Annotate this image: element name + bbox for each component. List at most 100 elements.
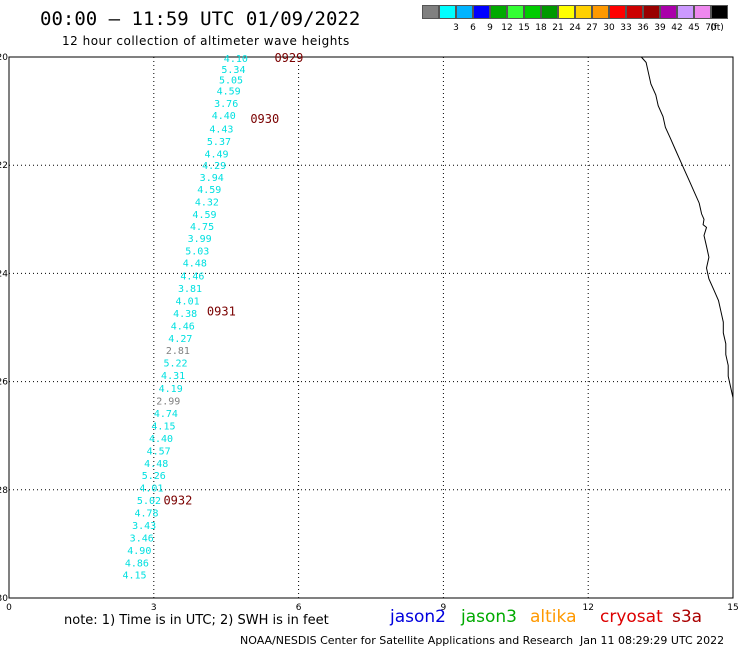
scale-swatch xyxy=(643,5,660,19)
scale-swatch xyxy=(677,5,694,19)
scale-tick-label: 45 xyxy=(688,23,700,33)
pass-time-label: 0930 xyxy=(250,112,279,126)
wave-height-reading: 3.76 xyxy=(214,99,238,110)
wave-height-reading: 4.59 xyxy=(217,87,241,98)
wave-height-reading: 5.26 xyxy=(142,471,166,482)
wave-height-reading: 4.31 xyxy=(161,371,185,382)
wave-height-reading: 4.59 xyxy=(192,210,216,221)
scale-tick-label: 6 xyxy=(470,23,476,33)
wave-height-reading: 4.15 xyxy=(151,421,175,432)
latitude-tick-label: -28 xyxy=(0,486,8,496)
scale-swatch xyxy=(660,5,677,19)
wave-height-reading: 4.59 xyxy=(197,185,221,196)
wave-height-reading: 3.99 xyxy=(188,234,212,245)
scale-tick-label: 33 xyxy=(620,23,632,33)
wave-height-reading: 3.94 xyxy=(200,173,224,184)
satellite-name-jason2: jason2 xyxy=(390,607,446,627)
wave-height-reading: 4.01 xyxy=(176,296,200,307)
map-title: 00:00 – 11:59 UTC 01/09/2022 xyxy=(40,8,361,30)
latitude-tick-label: -24 xyxy=(0,269,8,279)
wave-height-reading: 4.78 xyxy=(135,509,159,520)
wave-height-reading: 4.75 xyxy=(190,222,214,233)
scale-swatch xyxy=(456,5,473,19)
coastline xyxy=(640,56,734,398)
scale-tick-label: 30 xyxy=(603,23,615,33)
wave-height-reading: 5.22 xyxy=(163,359,187,370)
wave-height-reading: 4.90 xyxy=(127,546,151,557)
wave-height-reading: 3.81 xyxy=(178,284,202,295)
latitude-tick-label: -22 xyxy=(0,161,8,171)
scale-tick-label: 27 xyxy=(586,23,598,33)
pass-time-label: 0932 xyxy=(163,494,192,508)
scale-swatch xyxy=(541,5,558,19)
wave-height-reading: 2.99 xyxy=(156,397,180,408)
wave-height-reading: 2.81 xyxy=(166,346,190,357)
wave-height-reading: 4.48 xyxy=(183,259,207,270)
latitude-tick-label: -26 xyxy=(0,378,8,388)
scale-swatch xyxy=(609,5,626,19)
wave-height-reading: 4.32 xyxy=(195,197,219,208)
latitude-tick-label: -20 xyxy=(0,53,8,63)
scale-tick-label: 39 xyxy=(654,23,666,33)
longitude-tick-label: 3 xyxy=(151,603,157,613)
scale-swatch xyxy=(507,5,524,19)
wave-height-reading: 4.46 xyxy=(180,272,204,283)
wave-height-reading: 5.03 xyxy=(185,247,209,258)
latitude-tick-label: -30 xyxy=(0,594,8,604)
wave-height-reading: 4.74 xyxy=(154,409,178,420)
satellite-name-cryosat: cryosat xyxy=(600,607,663,627)
map-subtitle: 12 hour collection of altimeter wave hei… xyxy=(62,34,350,48)
units-note: note: 1) Time is in UTC; 2) SWH is in fe… xyxy=(64,613,329,628)
wave-height-reading: 4.57 xyxy=(147,446,171,457)
scale-swatch xyxy=(711,5,728,19)
wave-height-reading: 4.38 xyxy=(173,309,197,320)
scale-tick-label: 21 xyxy=(552,23,564,33)
satellite-name-jason3: jason3 xyxy=(461,607,517,627)
wave-height-reading: 4.46 xyxy=(171,321,195,332)
scale-swatch xyxy=(694,5,711,19)
wave-height-reading: 5.34 xyxy=(221,65,245,76)
scale-swatch xyxy=(490,5,507,19)
wave-height-reading: 3.46 xyxy=(130,533,154,544)
wave-height-reading: 4.40 xyxy=(212,111,236,122)
scale-swatch xyxy=(524,5,541,19)
scale-tick-label: 12 xyxy=(501,23,513,33)
wave-height-reading: 4.49 xyxy=(204,149,228,160)
scale-tick-label: 15 xyxy=(518,23,530,33)
credit-text: NOAA/NESDIS Center for Satellite Applica… xyxy=(240,634,574,647)
pass-time-label: 0929 xyxy=(274,51,303,65)
satellite-name-altika: altika xyxy=(530,607,577,627)
wave-height-reading: 5.05 xyxy=(219,76,243,87)
scale-tick-label: 36 xyxy=(637,23,649,33)
scale-tick-label: 9 xyxy=(487,23,493,33)
pass-time-label: 0931 xyxy=(207,304,236,318)
scale-swatch xyxy=(473,5,490,19)
map-frame xyxy=(8,56,734,599)
longitude-tick-label: 6 xyxy=(296,603,302,613)
scale-swatch xyxy=(575,5,592,19)
longitude-tick-label: 15 xyxy=(727,603,738,613)
scale-swatch xyxy=(422,5,439,19)
wave-height-reading: 4.40 xyxy=(149,434,173,445)
scale-tick-label: 18 xyxy=(535,23,547,33)
scale-swatch xyxy=(626,5,643,19)
scale-swatch xyxy=(558,5,575,19)
wave-height-reading: 4.01 xyxy=(139,484,163,495)
scale-tick-label: 70 xyxy=(705,23,717,33)
wave-height-reading: 4.29 xyxy=(202,161,226,172)
wave-height-reading: 3.43 xyxy=(132,521,156,532)
wave-height-reading: 4.10 xyxy=(224,54,248,65)
wave-height-reading: 5.02 xyxy=(137,496,161,507)
wave-height-reading: 4.15 xyxy=(122,571,146,582)
scale-tick-label: 24 xyxy=(569,23,581,33)
satellite-name-s3a: s3a xyxy=(672,607,703,627)
wave-height-reading: 5.37 xyxy=(207,137,231,148)
wave-height-reading: 4.27 xyxy=(168,334,192,345)
scale-tick-label: 3 xyxy=(453,23,459,33)
scale-swatch xyxy=(592,5,609,19)
scale-swatch xyxy=(439,5,456,19)
wave-height-reading: 4.86 xyxy=(125,558,149,569)
timestamp-text: Jan 11 08:29:29 UTC 2022 xyxy=(580,634,725,647)
wave-height-reading: 4.48 xyxy=(144,459,168,470)
